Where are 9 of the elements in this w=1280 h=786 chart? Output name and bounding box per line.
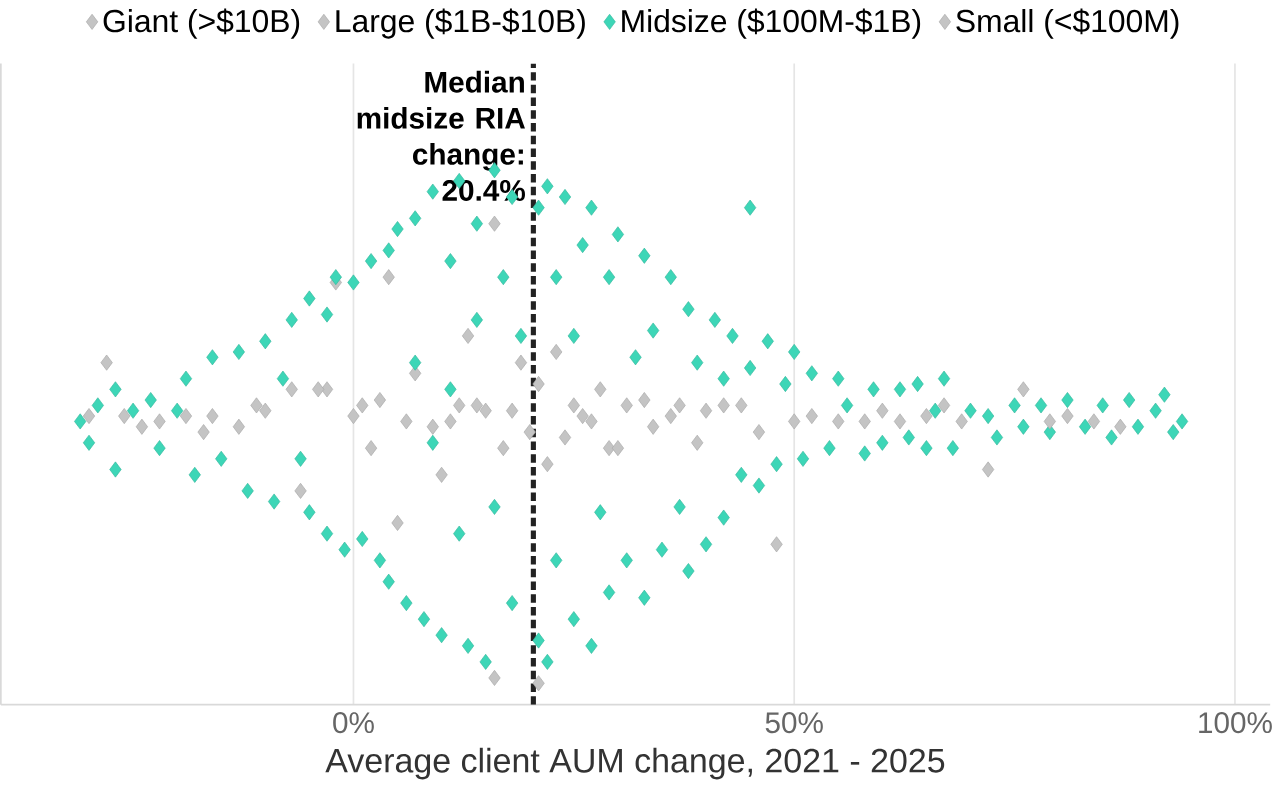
x-tick-label: 100% xyxy=(1199,711,1272,733)
legend-label: Large ($1B-$10B) xyxy=(336,8,585,39)
legend-label: Midsize ($100M-$1B) xyxy=(622,8,921,39)
x-tick-label: 50% xyxy=(765,711,823,733)
legend-label: Giant (>$10B) xyxy=(103,8,300,39)
ref-line-label: Median midsize RIA change: 20.4% xyxy=(357,70,525,201)
x-tick-label: 0% xyxy=(333,711,374,733)
legend-label: Small (<$100M) xyxy=(956,8,1179,39)
x-axis-title: Average client AUM change, 2021 - 2025 xyxy=(325,747,945,780)
